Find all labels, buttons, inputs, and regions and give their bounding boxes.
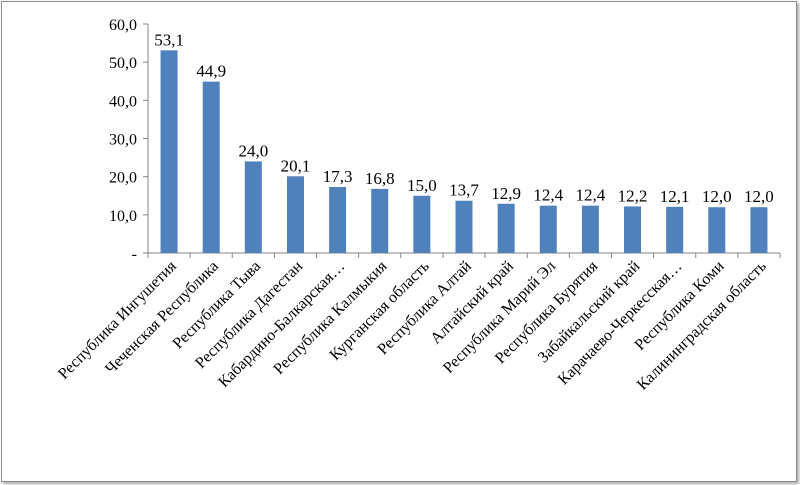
data-label: 12,9 bbox=[491, 184, 521, 203]
bar bbox=[581, 205, 599, 253]
bars bbox=[160, 50, 768, 254]
data-label: 12,4 bbox=[576, 186, 606, 205]
data-labels: 53,1 44,9 24,0 20,1 17,3 16,8 15,0 13,7 12,9 12,4… bbox=[154, 30, 774, 206]
data-label: 12,2 bbox=[618, 186, 648, 205]
data-label: 53,1 bbox=[154, 30, 184, 49]
data-label: 12,0 bbox=[702, 187, 732, 206]
data-label: 17,3 bbox=[323, 167, 353, 186]
bar bbox=[497, 203, 515, 253]
data-label: 13,7 bbox=[449, 181, 479, 200]
bar bbox=[329, 186, 347, 253]
bar bbox=[624, 206, 642, 253]
data-label: 24,0 bbox=[238, 141, 268, 160]
data-label: 12,0 bbox=[744, 187, 774, 206]
y-tick-label: - bbox=[132, 246, 137, 263]
bar bbox=[160, 50, 178, 254]
data-label: 12,4 bbox=[533, 186, 563, 205]
bar bbox=[413, 195, 431, 253]
data-label: 16,8 bbox=[365, 169, 395, 188]
data-label: 20,1 bbox=[281, 156, 311, 175]
y-tick-label: 40,0 bbox=[109, 93, 137, 110]
bar bbox=[455, 200, 473, 253]
y-tick-label: 30,0 bbox=[109, 132, 137, 149]
bar bbox=[539, 205, 557, 253]
y-tick-label: 50,0 bbox=[109, 55, 137, 72]
bar bbox=[750, 207, 768, 253]
y-tick-labels: - 10,0 20,0 30,0 40,0 50,0 60,0 bbox=[109, 17, 137, 263]
bar bbox=[708, 207, 726, 253]
y-tick-label: 20,0 bbox=[109, 170, 137, 187]
data-label: 44,9 bbox=[196, 62, 226, 81]
bar bbox=[244, 161, 262, 253]
bar bbox=[371, 188, 389, 253]
y-tick-label: 60,0 bbox=[109, 17, 137, 34]
bar bbox=[666, 206, 684, 253]
bar bbox=[286, 176, 304, 253]
y-tick-label: 10,0 bbox=[109, 208, 137, 225]
data-label: 12,1 bbox=[660, 187, 690, 206]
data-label: 15,0 bbox=[407, 176, 437, 195]
bar bbox=[202, 81, 220, 253]
